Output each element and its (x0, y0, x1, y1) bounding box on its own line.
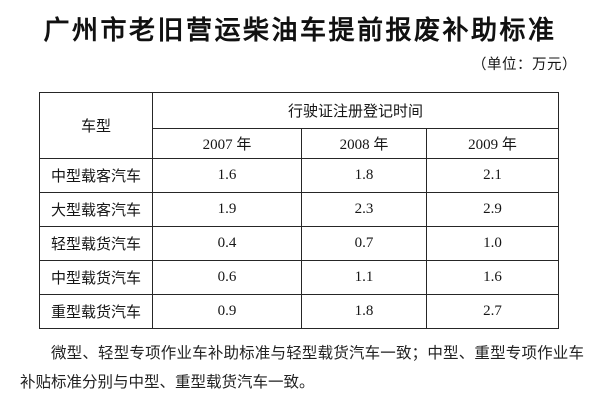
subsidy-value-cell: 1.8 (301, 294, 427, 329)
table-row: 大型载客汽车 1.9 2.3 2.9 (39, 192, 560, 227)
document-title: 广州市老旧营运柴油车提前报废补助标准 (43, 16, 557, 45)
year-header-2007: 2007 年 (152, 128, 302, 159)
vehicle-type-cell: 中型载客汽车 (39, 158, 153, 193)
vehicle-type-header: 车型 (39, 92, 153, 159)
year-header-2008: 2008 年 (301, 128, 427, 159)
table-row: 轻型载货汽车 0.4 0.7 1.0 (39, 226, 560, 261)
vehicle-type-cell: 轻型载货汽车 (39, 226, 153, 261)
subsidy-value-cell: 1.0 (425, 226, 560, 261)
table-header-row-years: 2007 年 2008 年 2009 年 (40, 128, 560, 159)
subsidy-value-cell: 0.4 (152, 226, 302, 261)
subsidy-value-cell: 1.1 (301, 260, 427, 295)
subsidy-value-cell: 2.3 (301, 192, 427, 227)
year-header-2009: 2009 年 (425, 128, 560, 159)
subsidy-value-cell: 2.9 (425, 192, 560, 227)
subsidy-value-cell: 1.6 (425, 260, 560, 295)
table-row: 中型载货汽车 0.6 1.1 1.6 (39, 260, 560, 295)
subsidy-value-cell: 0.7 (301, 226, 427, 261)
footnote: 微型、轻型专项作业车补助标准与轻型载货汽车一致；中型、重型专项作业车补贴标准分别… (20, 345, 584, 391)
subsidy-value-cell: 0.6 (152, 260, 302, 295)
subsidy-value-cell: 1.9 (152, 192, 302, 227)
subsidy-table: 车型 行驶证注册登记时间 2007 年 2008 年 2009 年 中型载客汽车… (39, 92, 560, 329)
vehicle-type-cell: 中型载货汽车 (39, 260, 153, 295)
vehicle-type-cell: 重型载货汽车 (39, 294, 153, 329)
subsidy-value-cell: 0.9 (152, 294, 302, 329)
subsidy-value-cell: 2.1 (425, 158, 560, 193)
subsidy-value-cell: 1.8 (301, 158, 427, 193)
table-row: 中型载客汽车 1.6 1.8 2.1 (39, 158, 560, 193)
registration-time-header: 行驶证注册登记时间 (151, 92, 560, 129)
table-row: 重型载货汽车 0.9 1.8 2.7 (39, 294, 560, 329)
subsidy-value-cell: 2.7 (425, 294, 560, 329)
vehicle-type-cell: 大型载客汽车 (39, 192, 153, 227)
unit-label: （单位：万元） (472, 57, 577, 73)
subsidy-value-cell: 1.6 (152, 158, 302, 193)
table-header-row-group: 车型 行驶证注册登记时间 (39, 92, 560, 159)
